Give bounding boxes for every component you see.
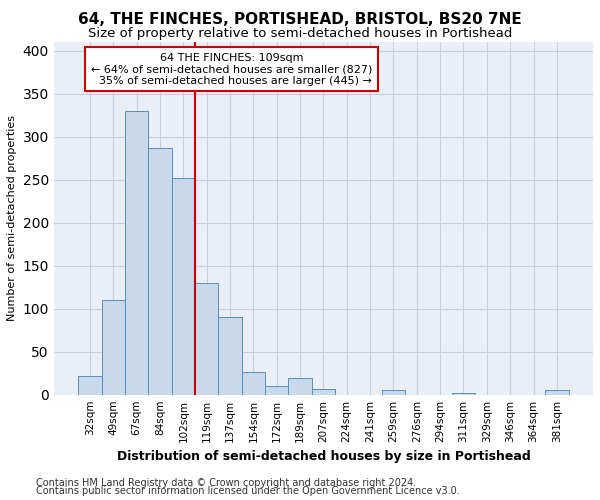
Bar: [125, 111, 148, 395]
Text: Size of property relative to semi-detached houses in Portishead: Size of property relative to semi-detach…: [88, 28, 512, 40]
Text: Contains public sector information licensed under the Open Government Licence v3: Contains public sector information licen…: [36, 486, 460, 496]
Bar: [195, 283, 218, 395]
Bar: [218, 318, 242, 394]
Bar: [382, 390, 405, 394]
Bar: [148, 148, 172, 394]
Bar: [312, 388, 335, 394]
Y-axis label: Number of semi-detached properties: Number of semi-detached properties: [7, 116, 17, 322]
X-axis label: Distribution of semi-detached houses by size in Portishead: Distribution of semi-detached houses by …: [116, 450, 530, 463]
Bar: [101, 300, 125, 394]
Text: 64 THE FINCHES: 109sqm
← 64% of semi-detached houses are smaller (827)
  35% of : 64 THE FINCHES: 109sqm ← 64% of semi-det…: [91, 52, 373, 86]
Bar: [265, 386, 289, 394]
Bar: [242, 372, 265, 394]
Bar: [452, 393, 475, 394]
Bar: [545, 390, 569, 394]
Bar: [289, 378, 312, 394]
Text: 64, THE FINCHES, PORTISHEAD, BRISTOL, BS20 7NE: 64, THE FINCHES, PORTISHEAD, BRISTOL, BS…: [78, 12, 522, 28]
Bar: [78, 376, 101, 394]
Text: Contains HM Land Registry data © Crown copyright and database right 2024.: Contains HM Land Registry data © Crown c…: [36, 478, 416, 488]
Bar: [172, 178, 195, 394]
